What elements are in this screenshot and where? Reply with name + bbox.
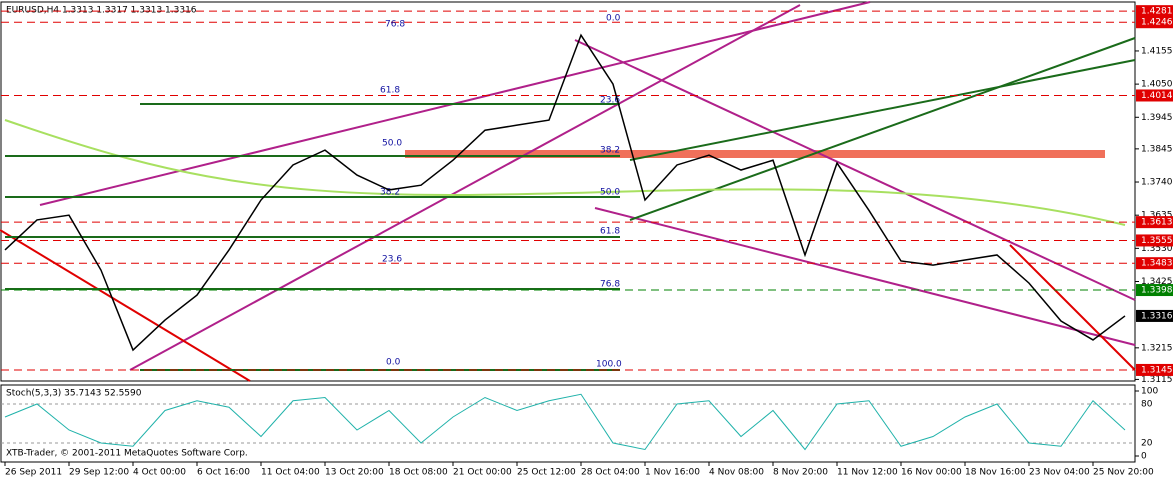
- level-label: 1.3145: [1141, 365, 1173, 375]
- trendline: [574, 39, 1136, 301]
- fib-label: 38.2: [380, 188, 400, 198]
- resistance-band: [405, 150, 1105, 158]
- chart-title: EURUSD,H4 1.3313 1.3317 1.3313 1.3316: [6, 6, 197, 16]
- level-box: [1136, 5, 1173, 18]
- level-label: 1.4281: [1141, 7, 1173, 17]
- x-tick-label: 6 Oct 16:00: [197, 468, 250, 478]
- x-tick-label: 13 Oct 20:00: [325, 468, 384, 478]
- y-tick-label: 80: [1141, 400, 1153, 410]
- x-tick-label: 1 Nov 16:00: [645, 468, 700, 478]
- x-tick-label: 25 Oct 12:00: [517, 468, 576, 478]
- y-tick-label: 100: [1141, 387, 1158, 397]
- fib-label: 61.8: [380, 86, 400, 96]
- y-tick-label: 1.3115: [1141, 375, 1173, 385]
- x-tick-label: 18 Nov 16:00: [965, 468, 1026, 478]
- price-panel: [0, 1, 1136, 382]
- x-tick-label: 28 Oct 04:00: [581, 468, 640, 478]
- y-tick-label: 1.4155: [1141, 46, 1173, 56]
- fib-label: 0.0: [606, 14, 621, 24]
- level-box: [1136, 309, 1173, 322]
- y-tick-label: 1.3635: [1141, 211, 1173, 221]
- level-label: 1.3398: [1141, 286, 1173, 296]
- fib-label: 50.0: [600, 188, 620, 198]
- x-tick-label: 18 Oct 08:00: [389, 468, 448, 478]
- x-tick-label: 4 Nov 08:00: [709, 468, 764, 478]
- x-tick-label: 25 Nov 20:00: [1093, 468, 1154, 478]
- x-tick-label: 8 Nov 20:00: [773, 468, 828, 478]
- trendline: [1009, 244, 1136, 371]
- trendline: [629, 59, 1136, 161]
- y-tick-label: 1.3215: [1141, 343, 1173, 353]
- level-label: 1.4246: [1141, 18, 1173, 28]
- level-label: 1.4014: [1141, 91, 1173, 101]
- fib-label: 100.0: [596, 360, 622, 370]
- level-box: [1136, 363, 1173, 376]
- fib-label: 0.0: [386, 358, 401, 368]
- y-tick-label: 1.3530: [1141, 244, 1173, 254]
- x-tick-label: 11 Oct 04:00: [261, 468, 320, 478]
- level-label: 1.3613: [1141, 218, 1173, 228]
- fib-label: 23.6: [600, 96, 620, 106]
- trendline: [129, 4, 801, 371]
- x-tick-label: 23 Nov 04:00: [1029, 468, 1090, 478]
- y-tick-label: 1.3425: [1141, 277, 1173, 287]
- level-box: [1136, 89, 1173, 102]
- y-tick-label: 20: [1141, 439, 1153, 449]
- level-box: [1136, 16, 1173, 29]
- fib-label: 50.0: [382, 139, 402, 149]
- fib-label: 61.8: [600, 227, 620, 237]
- x-tick-label: 11 Nov 12:00: [837, 468, 898, 478]
- level-label: 1.3483: [1141, 259, 1173, 269]
- trendline: [594, 207, 1136, 346]
- fib-label: 76.8: [385, 20, 405, 30]
- y-tick-label: 1.3740: [1141, 178, 1173, 188]
- y-tick-label: 0: [1141, 452, 1147, 462]
- y-tick-label: 1.4050: [1141, 80, 1173, 90]
- x-tick-label: 16 Nov 00:00: [901, 468, 962, 478]
- stoch-line: [4, 393, 1126, 451]
- x-tick-label: 29 Sep 12:00: [69, 468, 129, 478]
- y-tick-label: 1.3945: [1141, 113, 1173, 123]
- moving-average: [4, 119, 1126, 226]
- level-label: 1.3555: [1141, 236, 1173, 246]
- level-box: [1136, 234, 1173, 247]
- x-tick-label: 4 Oct 00:00: [133, 468, 186, 478]
- price-line: [4, 33, 1126, 352]
- x-tick-label: 26 Sep 2011: [5, 468, 62, 478]
- y-tick-label: 1.3845: [1141, 144, 1173, 154]
- level-box: [1136, 284, 1173, 297]
- trendlines: [0, 1, 1136, 382]
- stoch-title: Stoch(5,3,3) 35.7143 52.5590: [6, 389, 142, 399]
- fib-label: 38.2: [600, 146, 620, 156]
- fib-label: 76.8: [600, 280, 620, 290]
- stoch-panel: [0, 384, 1136, 463]
- watermark: XTB-Trader, © 2001-2011 MetaQuotes Softw…: [6, 449, 248, 459]
- fib-label: 23.6: [382, 255, 402, 265]
- level-box: [1136, 257, 1173, 270]
- level-label: 1.3316: [1141, 311, 1173, 321]
- trendline: [0, 229, 251, 382]
- x-tick-label: 21 Oct 00:00: [453, 468, 512, 478]
- level-box: [1136, 216, 1173, 229]
